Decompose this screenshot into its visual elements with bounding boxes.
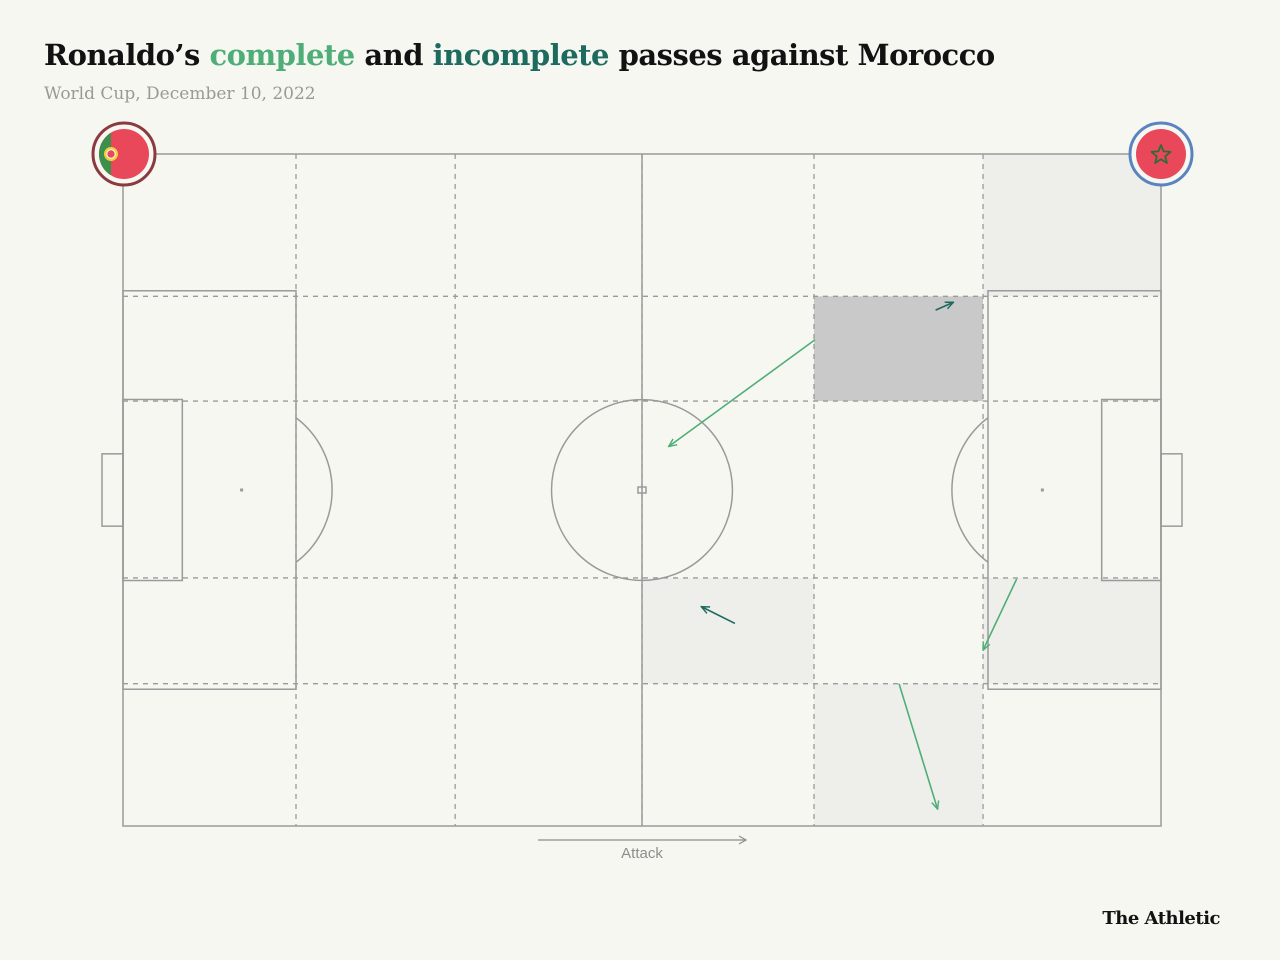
complete-pass-arrow bbox=[983, 578, 1018, 650]
passes-layer bbox=[669, 301, 1018, 810]
right-penalty-spot bbox=[1040, 488, 1044, 492]
portugal-flag-icon bbox=[91, 121, 157, 187]
left-goal bbox=[101, 453, 124, 527]
attack-label: Attack bbox=[621, 845, 663, 862]
left-penalty-arc bbox=[295, 417, 333, 563]
attack-direction: Attack bbox=[538, 835, 748, 862]
chart-subtitle: World Cup, December 10, 2022 bbox=[44, 84, 316, 104]
left-penalty-box bbox=[122, 290, 297, 690]
centre-spot bbox=[637, 486, 647, 494]
shaded-zone bbox=[814, 683, 984, 826]
title-incomplete-word: incomplete bbox=[432, 38, 610, 72]
right-goal bbox=[1160, 453, 1183, 527]
shaded-zone bbox=[983, 577, 1161, 684]
chart-title: Ronaldo’s complete and incomplete passes… bbox=[44, 38, 995, 72]
incomplete-pass-arrow bbox=[701, 607, 736, 625]
title-middle: and bbox=[354, 38, 433, 72]
complete-pass-arrow bbox=[669, 339, 816, 447]
title-suffix: passes against Morocco bbox=[609, 38, 996, 72]
the-athletic-logo: The Athletic bbox=[1102, 908, 1220, 929]
zone-shading-layer bbox=[642, 154, 1161, 826]
shaded-zone bbox=[642, 577, 815, 684]
left-penalty-spot bbox=[240, 488, 244, 492]
shaded-zone bbox=[814, 296, 984, 402]
shaded-zone bbox=[983, 154, 1161, 297]
pitch-markings bbox=[101, 153, 1183, 827]
title-prefix: Ronaldo’s bbox=[44, 38, 210, 72]
right-six-yard-box bbox=[1100, 398, 1162, 582]
title-complete-word: complete bbox=[209, 38, 355, 72]
complete-pass-arrow bbox=[898, 683, 938, 810]
right-penalty-arc bbox=[951, 417, 989, 563]
morocco-flag-icon bbox=[1128, 121, 1194, 187]
left-six-yard-box bbox=[122, 398, 184, 582]
centre-circle bbox=[550, 398, 734, 582]
incomplete-pass-arrow bbox=[935, 301, 954, 311]
